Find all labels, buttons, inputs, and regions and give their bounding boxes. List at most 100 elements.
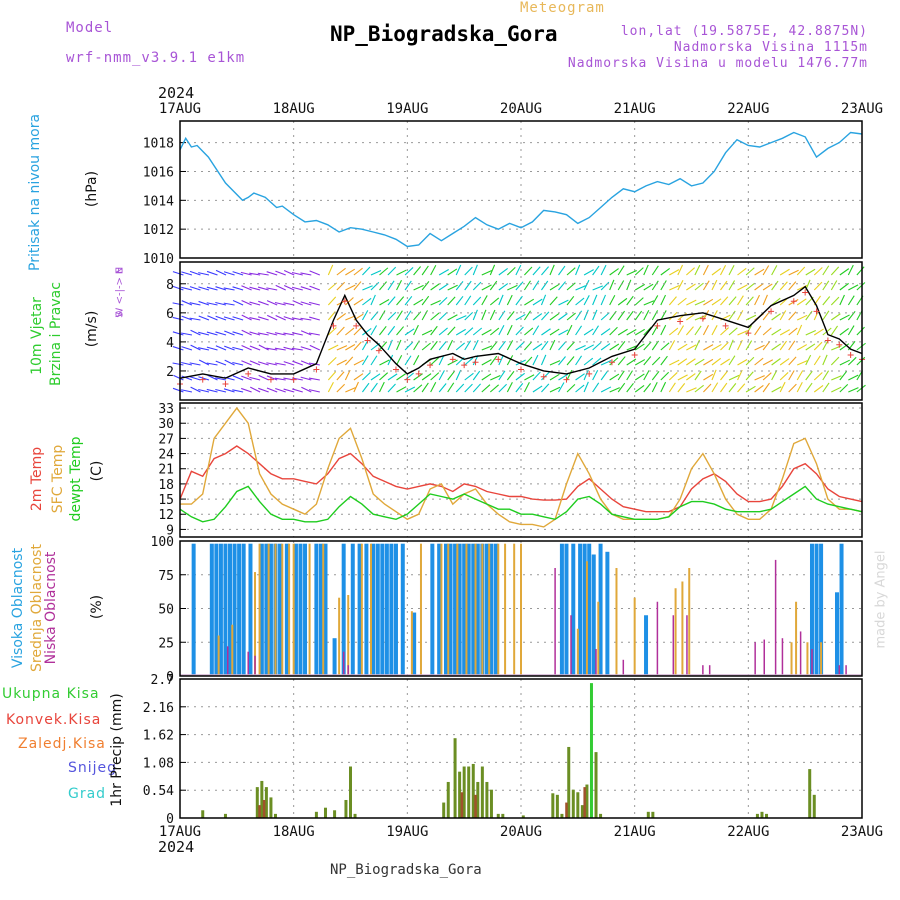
wind-barb bbox=[575, 373, 585, 381]
wind-barb bbox=[291, 271, 303, 276]
wind-barb bbox=[617, 280, 625, 291]
wind-barb bbox=[447, 326, 456, 336]
wind-barb bbox=[387, 354, 394, 366]
wind-barb bbox=[506, 311, 515, 321]
wind-barb bbox=[617, 265, 625, 276]
wind-barb bbox=[464, 295, 472, 306]
x-tick-label-bottom: 17AUG bbox=[159, 824, 201, 840]
wind-barb bbox=[634, 359, 646, 366]
wind-barb bbox=[344, 356, 354, 366]
coords-text: lon,lat (19.5875E, 42.8875N) bbox=[620, 24, 868, 39]
wind-barb bbox=[532, 298, 543, 306]
wind-barb bbox=[805, 268, 816, 276]
precip-hail-label: Grad bbox=[68, 786, 107, 802]
wind-barb bbox=[660, 268, 670, 276]
x-tick-label-top: 20AUG bbox=[500, 101, 542, 117]
wind-barb bbox=[308, 377, 320, 381]
wind-barb bbox=[779, 372, 789, 381]
model-altitude-text: Nadmorska Visina u modelu 1476.77m bbox=[567, 56, 868, 71]
wind-barb bbox=[172, 285, 184, 291]
wind-gust-marker bbox=[768, 308, 775, 315]
wind-barb bbox=[300, 317, 312, 321]
wind-barb bbox=[771, 280, 779, 291]
wind-gust-marker bbox=[847, 351, 854, 358]
wind-barb bbox=[464, 383, 473, 393]
wind-barb bbox=[215, 345, 227, 351]
wind-barb bbox=[524, 266, 533, 276]
wind-barb bbox=[387, 325, 396, 336]
wind-barb bbox=[249, 286, 261, 291]
wind-barb bbox=[592, 285, 604, 291]
wind-gust-marker bbox=[813, 308, 820, 315]
wind-barb bbox=[241, 344, 252, 351]
wind-barb bbox=[404, 355, 412, 366]
wind-barb bbox=[215, 286, 227, 291]
wind-barb bbox=[430, 265, 437, 276]
cloud-bar-1 bbox=[633, 597, 636, 676]
wind-barb bbox=[481, 329, 492, 336]
wind-barb bbox=[387, 383, 396, 393]
wind-barb bbox=[345, 284, 356, 291]
wind-barb bbox=[455, 342, 466, 351]
cloud-bar-2 bbox=[570, 615, 572, 676]
wind-barb bbox=[617, 310, 626, 321]
cloud-bar-1 bbox=[820, 642, 823, 676]
x-tick-label-bottom: 19AUG bbox=[386, 824, 428, 840]
temp-tick-label: 24 bbox=[158, 448, 174, 463]
wind-barb bbox=[524, 327, 534, 336]
cloud-bar-0 bbox=[380, 543, 385, 676]
wind-barb bbox=[830, 296, 840, 306]
cloud-bar-0 bbox=[582, 543, 587, 676]
wind-barb bbox=[172, 302, 184, 306]
wind-barb bbox=[274, 301, 286, 306]
wind-barb bbox=[856, 342, 866, 351]
wind-barb bbox=[430, 372, 440, 381]
wind-barb bbox=[232, 286, 244, 291]
cloud-bar-0 bbox=[400, 543, 405, 676]
wind-barb bbox=[660, 381, 667, 393]
wind-barb bbox=[327, 264, 334, 276]
wind-barb bbox=[266, 347, 278, 351]
wind-barb bbox=[291, 317, 303, 321]
wind-barb bbox=[558, 329, 569, 336]
temp-tick-label: 15 bbox=[158, 493, 174, 508]
wind-barb bbox=[181, 389, 193, 393]
wind-barb bbox=[822, 370, 830, 381]
wind-barb bbox=[566, 356, 575, 366]
cloud-bar-0 bbox=[475, 543, 480, 676]
wind-barb bbox=[711, 267, 722, 276]
wind-barb bbox=[762, 382, 770, 393]
cloud-bar-2 bbox=[554, 568, 556, 676]
cloud-bar-1 bbox=[274, 543, 277, 676]
wind-barb bbox=[566, 341, 575, 351]
wind-barb bbox=[822, 354, 828, 366]
wind-barb bbox=[685, 326, 694, 336]
wind-barb bbox=[241, 329, 252, 336]
wind-barb bbox=[583, 295, 590, 306]
wind-barb bbox=[694, 358, 705, 366]
wind-gust-marker bbox=[449, 356, 456, 363]
wind-barb bbox=[308, 389, 320, 393]
wind-barb bbox=[575, 264, 581, 276]
wind-barb bbox=[498, 325, 505, 336]
temp-tick-label: 18 bbox=[158, 478, 174, 493]
wind-barb bbox=[387, 296, 396, 306]
wind-barb bbox=[754, 357, 764, 366]
cloud-bar-1 bbox=[576, 628, 579, 676]
wind-barb bbox=[353, 373, 364, 381]
wind-barb bbox=[728, 327, 738, 336]
wind-gust-marker bbox=[267, 376, 274, 383]
wind-barb bbox=[737, 359, 748, 366]
wind-gust-marker bbox=[353, 322, 360, 329]
wind-barb bbox=[617, 340, 626, 351]
wind-barb bbox=[558, 281, 566, 291]
wind-barb bbox=[745, 296, 754, 306]
wind-barb bbox=[413, 373, 423, 381]
wind-barb bbox=[643, 341, 652, 351]
wind-barb bbox=[300, 360, 312, 366]
wind-barb bbox=[549, 313, 560, 321]
wind-barb bbox=[600, 370, 609, 381]
cloud-bar-1 bbox=[674, 588, 677, 676]
wind-barb bbox=[643, 370, 650, 381]
wind-barb bbox=[600, 343, 611, 351]
